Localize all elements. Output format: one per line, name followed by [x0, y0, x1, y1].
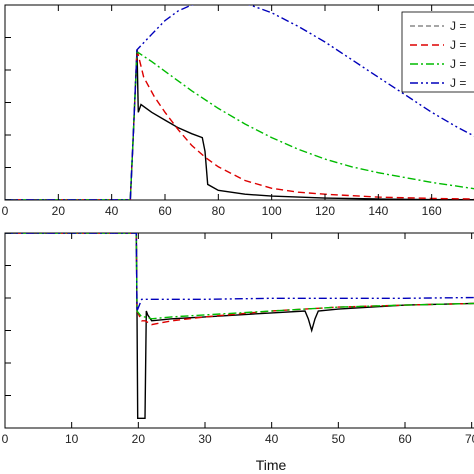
bottom-x-ticks: 0 10 20 30 40 50 60 70: [2, 233, 474, 446]
top-x-tick-label: 160: [422, 204, 442, 218]
bottom-x-tick-label: 10: [65, 432, 79, 446]
bottom-x-axis-title: Time: [256, 457, 287, 473]
top-x-tick-label: 0: [2, 204, 9, 218]
legend-label-0: J =: [450, 19, 466, 33]
legend-label-3: J =: [450, 76, 466, 90]
bottom-series-group: [5, 233, 474, 419]
bottom-y-ticks: [5, 232, 11, 429]
legend-label-2: J =: [450, 57, 466, 71]
bottom-x-tick-label: 20: [132, 432, 146, 446]
top-x-ticks: 0 20 40 60 80 100 120 140 160: [2, 5, 442, 218]
top-x-tick-label: 20: [52, 204, 66, 218]
top-x-tick-label: 40: [105, 204, 119, 218]
bottom-x-tick-label: 0: [2, 432, 9, 446]
top-x-tick-label: 120: [315, 204, 335, 218]
top-y-ticks: [5, 4, 11, 201]
legend-label-1: J =: [450, 38, 466, 52]
bottom-plot-frame: [4, 232, 474, 429]
top-series-line-1: [5, 49, 474, 200]
top-x-tick-label: 140: [368, 204, 388, 218]
bottom-x-tick-label: 40: [265, 432, 279, 446]
legend: J = J = J = J =: [401, 11, 474, 93]
bottom-x-tick-label: 50: [332, 432, 346, 446]
bottom-x-tick-label: 60: [398, 432, 412, 446]
bottom-x-tick-label: 30: [198, 432, 212, 446]
top-series-line-2: [5, 50, 474, 200]
bottom-x-tick-label: 70: [465, 432, 474, 446]
bottom-series-line-2: [5, 233, 474, 320]
top-plot-panel: 0 20 40 60 80 100 120 140 160 J = J = J = J =: [2, 4, 474, 218]
top-series-group: [5, 5, 474, 200]
bottom-series-line-3: [5, 233, 474, 312]
top-x-tick-label: 60: [158, 204, 172, 218]
top-x-tick-label: 100: [262, 204, 282, 218]
top-x-tick-label: 80: [212, 204, 226, 218]
bottom-plot-panel: 0 10 20 30 40 50 60 70 Time: [2, 232, 474, 473]
bottom-series-line-1: [5, 233, 474, 326]
bottom-series-line-0: [5, 233, 474, 419]
